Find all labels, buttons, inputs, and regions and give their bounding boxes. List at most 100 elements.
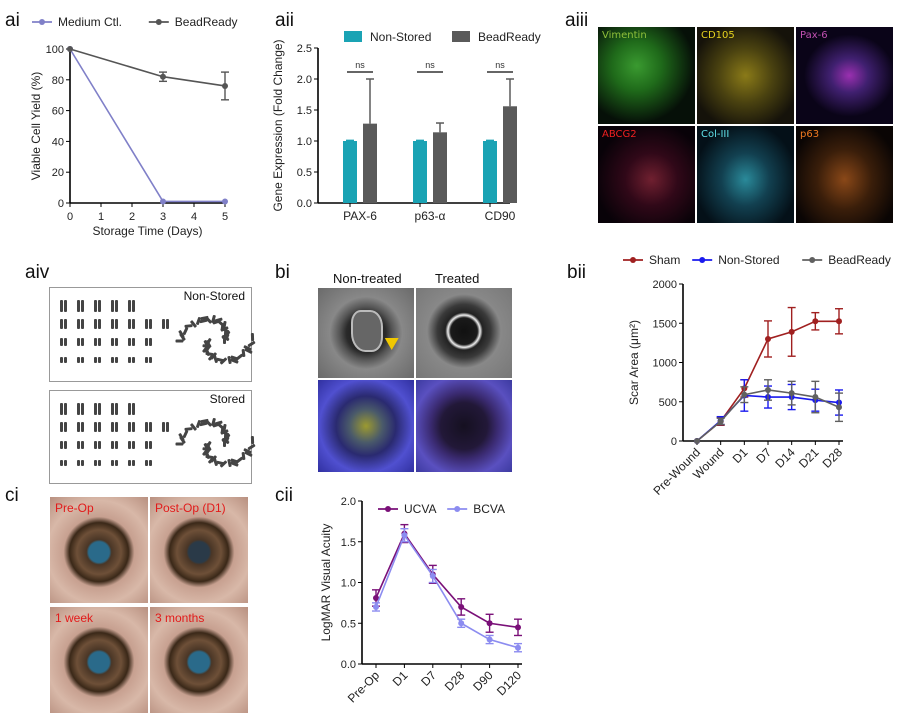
chromosome xyxy=(115,338,118,346)
metaphase-chromosome xyxy=(182,326,189,336)
chromosome xyxy=(115,300,118,312)
legend-label: BeadReady xyxy=(175,15,238,29)
chromosome xyxy=(64,357,67,363)
y-tick-label: 0 xyxy=(671,436,677,448)
chromosome xyxy=(115,357,118,363)
y-tick-label: 1.0 xyxy=(341,578,356,590)
data-point xyxy=(429,571,436,578)
chromosome xyxy=(111,403,114,415)
chromosome xyxy=(94,460,97,466)
data-point xyxy=(717,418,724,425)
significance-label: ns xyxy=(425,60,435,70)
x-tick-label: 3 xyxy=(160,211,166,223)
chromosome xyxy=(94,403,97,415)
chromosome xyxy=(145,338,148,346)
panel-label-aii: aii xyxy=(275,10,295,31)
chromosome xyxy=(60,319,63,329)
data-point xyxy=(836,399,842,406)
data-point xyxy=(429,572,436,579)
significance-label: ns xyxy=(495,60,505,70)
chromosome xyxy=(132,357,135,363)
chromosome xyxy=(64,403,67,415)
data-point xyxy=(373,603,379,610)
data-point xyxy=(160,198,166,205)
column-label-non-treated: Non-treated xyxy=(333,271,402,286)
stain-image-abcg2: ABCG2 xyxy=(598,126,695,223)
chromosome xyxy=(98,338,101,346)
data-point xyxy=(160,73,166,80)
chromosome xyxy=(132,319,135,329)
series-line xyxy=(696,389,840,442)
chromosome xyxy=(77,460,80,466)
chromosome xyxy=(64,319,67,329)
chromosome xyxy=(77,319,80,329)
stain-image-p63: p63 xyxy=(796,126,893,223)
chromosome xyxy=(162,319,165,329)
series-line xyxy=(696,394,840,442)
legend-marker xyxy=(385,506,391,512)
y-tick-label: 0.5 xyxy=(341,618,356,630)
chromosome xyxy=(128,422,131,432)
legend-marker xyxy=(809,257,816,263)
chromosome xyxy=(128,403,131,415)
data-point xyxy=(694,438,700,444)
data-point xyxy=(486,636,493,643)
scar-outline xyxy=(351,310,383,352)
chromosome xyxy=(145,460,148,466)
chromosome xyxy=(81,300,84,312)
chromosome xyxy=(98,300,101,312)
chromosome xyxy=(166,319,169,329)
mouse-eye-treated-photo xyxy=(416,288,512,378)
y-tick-label: 40 xyxy=(52,136,64,148)
y-tick-label: 1.0 xyxy=(297,136,312,148)
chromosome xyxy=(132,338,135,346)
metaphase-chromosome xyxy=(198,421,208,427)
mouse-eye-non-treated-fluorescein-photo xyxy=(318,380,414,472)
metaphase-chromosome xyxy=(220,425,225,434)
patient-eye-photo: 1 week xyxy=(50,607,148,713)
x-tick-label: D90 xyxy=(470,668,496,694)
stain-image-vimentin: Vimentin xyxy=(598,27,695,124)
chromosome xyxy=(149,460,152,466)
legend-marker xyxy=(630,257,636,263)
chromosome xyxy=(81,357,84,363)
chromosome xyxy=(81,422,84,432)
chromosome xyxy=(111,300,114,312)
legend-label: UCVA xyxy=(404,502,436,516)
data-point xyxy=(458,620,465,627)
patient-eye-photo: Pre-Op xyxy=(50,497,148,603)
legend-label: Non-Stored xyxy=(718,253,779,267)
chromosome xyxy=(115,422,118,432)
chromosome xyxy=(115,403,118,415)
panel-label-bi: bi xyxy=(275,262,290,283)
chromosome xyxy=(98,422,101,432)
y-tick-label: 2000 xyxy=(653,279,677,291)
x-tick-label: D28 xyxy=(820,445,846,471)
chromosome xyxy=(111,357,114,363)
data-point xyxy=(812,397,819,404)
data-point xyxy=(717,418,724,425)
legend-marker xyxy=(155,19,162,25)
data-point xyxy=(694,438,700,444)
karyotype-non-stored: Non-Stored xyxy=(49,287,256,382)
panel-label-aiii: aiii xyxy=(565,10,589,31)
x-tick-label: D7 xyxy=(418,668,439,689)
chromosome xyxy=(128,319,131,329)
chromosome xyxy=(115,319,118,329)
chart-bii: 0 500 1000 1500 2000 Scar Area (μm²) Pre-Wound… xyxy=(623,253,891,498)
x-tick-label: PAX-6 xyxy=(343,209,377,223)
chromosome xyxy=(81,460,84,466)
metaphase-chromosome xyxy=(198,318,208,324)
data-point xyxy=(788,328,795,335)
bar xyxy=(503,106,517,203)
x-tick-label: 5 xyxy=(222,211,228,223)
panel-label-bii: bii xyxy=(567,262,587,283)
data-point xyxy=(765,386,771,393)
chromosome xyxy=(98,357,101,363)
y-tick-label: 2.5 xyxy=(297,43,312,55)
chromosome xyxy=(81,403,84,415)
chromosome xyxy=(60,460,63,466)
chromosome xyxy=(94,422,97,432)
x-tick-label: p63-α xyxy=(415,209,446,223)
